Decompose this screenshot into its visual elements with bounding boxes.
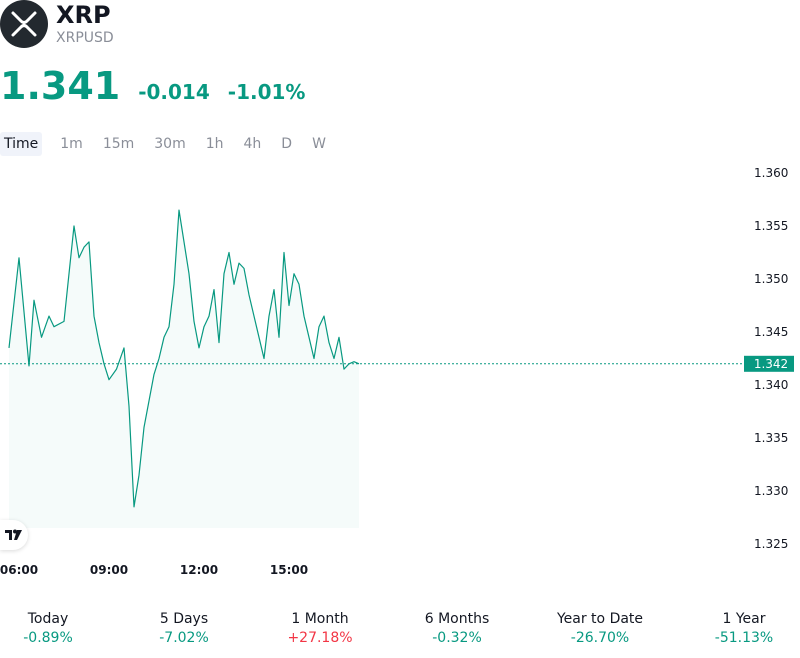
price-chart[interactable]: 1.342 1.360 1.355 1.350 1.345 1.340 1.335 1.330… [0,160,800,590]
period-label: Year to Date [556,611,644,627]
tradingview-logo-icon[interactable] [0,520,28,550]
xrp-logo-icon [0,0,48,48]
price-area-fill [9,210,359,528]
y-tick-label: 1.335 [754,431,788,445]
last-price: 1.341 [0,64,121,108]
period-1-year[interactable]: 1 Year -51.13% [684,610,800,647]
period-label: 6 Months [424,611,490,627]
y-tick-label: 1.345 [754,325,788,339]
period-6-months[interactable]: 6 Months -0.32% [397,610,517,647]
interval-tab-d[interactable]: D [281,136,293,152]
period-label: 5 Days [159,611,209,627]
period-label: 1 Month [291,611,349,627]
price-change-percent: -1.01% [227,80,306,104]
y-tick-label: 1.325 [754,537,788,551]
period-label: 1 Year [722,611,766,627]
period-value: -7.02% [159,630,209,646]
last-price-label: 1.342 [754,357,788,371]
x-tick-label: 06:00 [0,563,38,577]
interval-tab-1h[interactable]: 1h [205,136,224,152]
period-label: Today [27,611,69,627]
period-1-month[interactable]: 1 Month +27.18% [260,610,380,647]
period-value: -26.70% [570,630,630,646]
price-line [8,209,360,508]
x-tick-label: 12:00 [180,563,218,577]
last-price-badge [744,355,794,372]
y-tick-label: 1.355 [754,219,788,233]
interval-tab-15m[interactable]: 15m [102,136,135,152]
price-row: 1.341 -0.014 -1.01% [0,62,305,110]
period-today[interactable]: Today -0.89% [0,610,108,647]
performance-periods: Today -0.89% 5 Days -7.02% 1 Month +27.1… [0,610,800,650]
interval-tab-1m[interactable]: 1m [60,136,83,152]
price-change: -0.014 [138,80,210,104]
x-tick-label: 15:00 [270,563,308,577]
symbol-name: XRP [56,1,111,29]
period-value: -51.13% [714,630,774,646]
interval-tab-30m[interactable]: 30m [154,136,186,152]
y-tick-label: 1.330 [754,484,788,498]
symbol-ticker: XRPUSD [56,30,114,46]
period-value: -0.32% [432,630,482,646]
interval-tab-time[interactable]: Time [0,132,43,156]
y-tick-label: 1.350 [754,272,788,286]
interval-tabs: Time 1m 15m 30m 1h 4h D W [0,132,336,156]
interval-tab-4h[interactable]: 4h [243,136,262,152]
period-year-to-date[interactable]: Year to Date -26.70% [540,610,660,647]
y-tick-label: 1.360 [754,166,788,180]
period-value: +27.18% [287,630,353,646]
interval-tab-w[interactable]: W [312,136,326,152]
y-tick-label: 1.340 [754,378,788,392]
period-5-days[interactable]: 5 Days -7.02% [124,610,244,647]
period-value: -0.89% [23,630,73,646]
x-tick-label: 09:00 [90,563,128,577]
